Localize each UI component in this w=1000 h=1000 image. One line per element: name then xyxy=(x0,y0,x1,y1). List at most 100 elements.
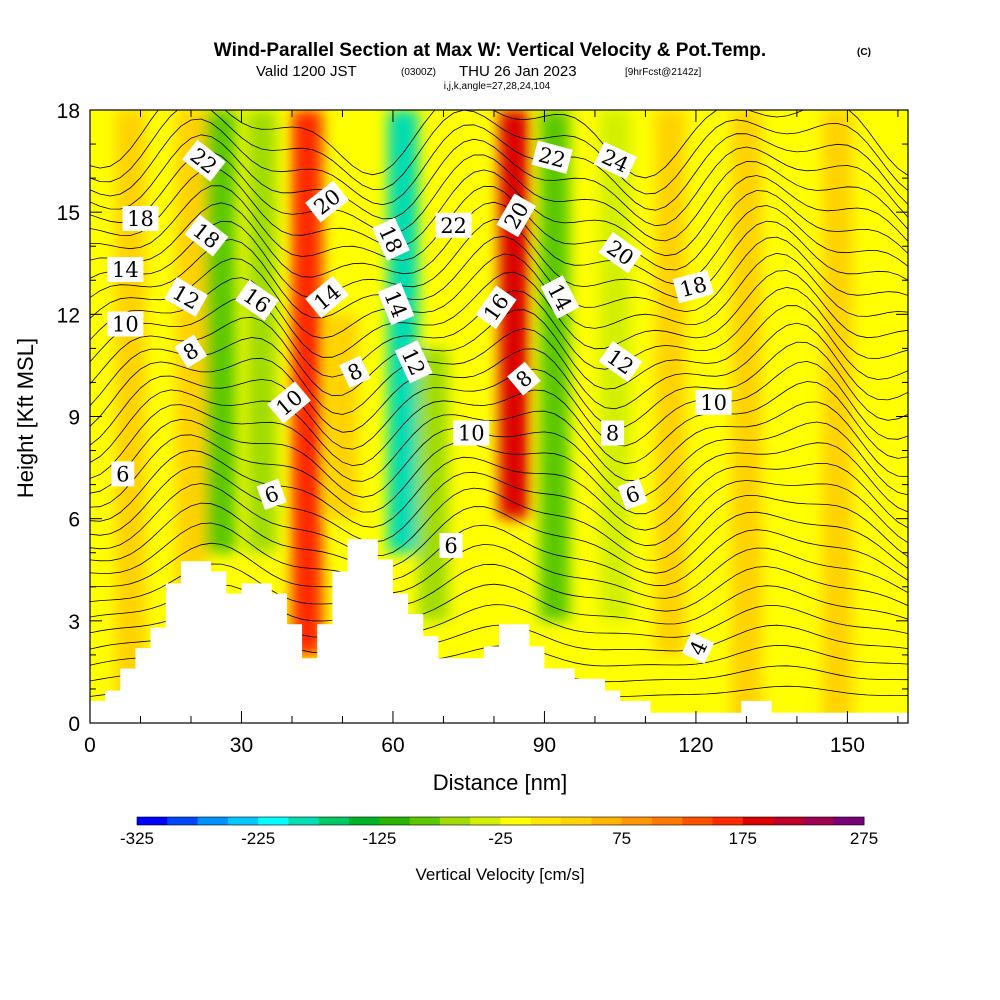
theta-isoline-33 xyxy=(90,110,908,179)
colorbar-swatch-6 xyxy=(318,817,350,825)
theta-isoline-23 xyxy=(90,252,908,339)
colorbar-tick-label: 175 xyxy=(729,829,757,848)
y-tick-label: 6 xyxy=(68,509,80,532)
velocity-band-9 xyxy=(539,110,570,621)
colorbar-swatch-20 xyxy=(742,817,774,825)
terrain-mask xyxy=(90,539,908,723)
y-tick-label: 18 xyxy=(57,100,80,123)
theta-isoline-8 xyxy=(90,522,908,587)
velocity-band-11 xyxy=(655,110,686,655)
colorbar-swatch-22 xyxy=(803,817,835,825)
theta-isoline-17 xyxy=(90,360,908,450)
theta-isoline-12 xyxy=(90,449,908,531)
theta-isoline-32 xyxy=(90,110,908,195)
velocity-band-2 xyxy=(206,110,237,553)
x-tick-label: 30 xyxy=(230,734,253,757)
valid-date: THU 26 Jan 2023 xyxy=(459,63,577,80)
y-axis: 0 3 6 9 12 15 18 xyxy=(57,100,908,736)
x-axis-title: Distance [nm] xyxy=(433,770,568,795)
contour-label-text-31: 10 xyxy=(700,391,727,415)
colorbar-swatch-23 xyxy=(833,817,865,825)
x-tick-label: 120 xyxy=(678,734,713,757)
theta-isoline-25 xyxy=(90,218,908,299)
theta-isoline-22 xyxy=(90,270,908,358)
contour-label-12: 6 xyxy=(256,478,287,511)
valid-prefix: Valid 1200 JST xyxy=(256,63,357,80)
velocity-band-7 xyxy=(418,348,449,621)
colorbar-tick-label: 75 xyxy=(612,829,631,848)
contour-label-text-1: 18 xyxy=(127,207,154,231)
colorbar-swatch-10 xyxy=(439,817,471,825)
contour-label-text-5: 10 xyxy=(112,313,139,337)
colorbar-tick-label: -25 xyxy=(488,829,513,848)
copyright-mark: (C) xyxy=(857,47,871,58)
contour-label-28: 8 xyxy=(601,420,625,446)
velocity-band-0 xyxy=(115,110,146,723)
contour-label-3: 14 xyxy=(107,257,144,283)
contour-label-1: 18 xyxy=(122,205,159,231)
y-tick-label: 9 xyxy=(68,407,80,430)
x-tick-label: 60 xyxy=(381,734,404,757)
y-tick-label: 3 xyxy=(68,611,80,634)
theta-isoline-7 xyxy=(90,542,908,599)
forecast-info: [9hrFcst@2142z] xyxy=(625,67,702,78)
theta-isoline-14 xyxy=(90,418,908,499)
colorbar-swatch-15 xyxy=(591,817,623,825)
colorbar-swatch-17 xyxy=(651,817,683,825)
velocity-band-12 xyxy=(731,110,762,723)
x-tick-label: 150 xyxy=(830,734,865,757)
valid-time-line: Valid 1200 JST (0300Z) THU 26 Jan 2023 [… xyxy=(256,63,702,80)
colorbar-tick-label: -125 xyxy=(362,829,396,848)
colorbar-swatch-5 xyxy=(288,817,320,825)
theta-isoline-28 xyxy=(90,167,908,257)
colorbar-swatch-9 xyxy=(409,817,441,825)
contour-label-text-21: 10 xyxy=(458,422,485,446)
colorbar-swatch-7 xyxy=(349,817,380,825)
colorbar-ticks: -325 -225 -125 -25 75 175 275 xyxy=(120,829,878,848)
colorbar-swatch-1 xyxy=(167,817,199,825)
chart-title: Wind-Parallel Section at Max W: Vertical… xyxy=(214,40,766,61)
velocity-band-5 xyxy=(327,314,358,519)
colorbar-swatch-21 xyxy=(773,817,804,825)
theta-isoline-24 xyxy=(90,235,908,319)
theta-isoline-13 xyxy=(90,434,908,515)
colorbar-swatch-0 xyxy=(137,817,168,825)
colorbar-tick-label: -225 xyxy=(241,829,275,848)
y-axis-title: Height [Kft MSL] xyxy=(13,338,38,498)
theta-isoline-9 xyxy=(90,502,908,574)
colorbar-tick-label: -325 xyxy=(120,829,154,848)
colorbar-swatch-14 xyxy=(561,817,592,825)
contour-label-21: 10 xyxy=(453,420,490,446)
colorbar-swatch-19 xyxy=(712,817,744,825)
theta-isoline-19 xyxy=(90,322,908,415)
theta-isoline-31 xyxy=(90,118,908,211)
y-tick-label: 0 xyxy=(68,713,80,736)
section-indices: i,j,k,angle=27,28,24,104 xyxy=(444,81,551,92)
y-tick-label: 15 xyxy=(57,202,80,225)
colorbar-swatch-12 xyxy=(500,817,532,825)
x-axis: 0 30 60 90 120 150 xyxy=(84,110,899,757)
velocity-band-6 xyxy=(387,110,419,553)
theta-isoline-11 xyxy=(90,466,908,547)
contour-label-5: 10 xyxy=(107,311,144,337)
contour-label-text-3: 14 xyxy=(112,258,139,282)
theta-isoline-5 xyxy=(90,583,908,625)
x-tick-label: 0 xyxy=(84,734,96,757)
colorbar-swatch-18 xyxy=(682,817,714,825)
y-tick-label: 12 xyxy=(57,304,80,327)
contour-label-31: 10 xyxy=(695,389,732,415)
colorbar-swatch-16 xyxy=(621,817,653,825)
theta-isoline-18 xyxy=(90,341,908,433)
colorbar-swatch-3 xyxy=(227,817,259,825)
colorbar xyxy=(136,816,865,826)
contour-label-23: 22 xyxy=(531,140,573,174)
contour-label-17: 22 xyxy=(435,212,472,238)
colorbar-swatch-4 xyxy=(258,817,289,825)
theta-isoline-10 xyxy=(90,483,908,561)
x-tick-label: 90 xyxy=(533,734,556,757)
colorbar-swatch-11 xyxy=(470,817,501,825)
colorbar-swatch-8 xyxy=(379,817,411,825)
contour-label-text-17: 22 xyxy=(440,214,467,238)
colorbar-title: Vertical Velocity [cm/s] xyxy=(415,865,584,884)
